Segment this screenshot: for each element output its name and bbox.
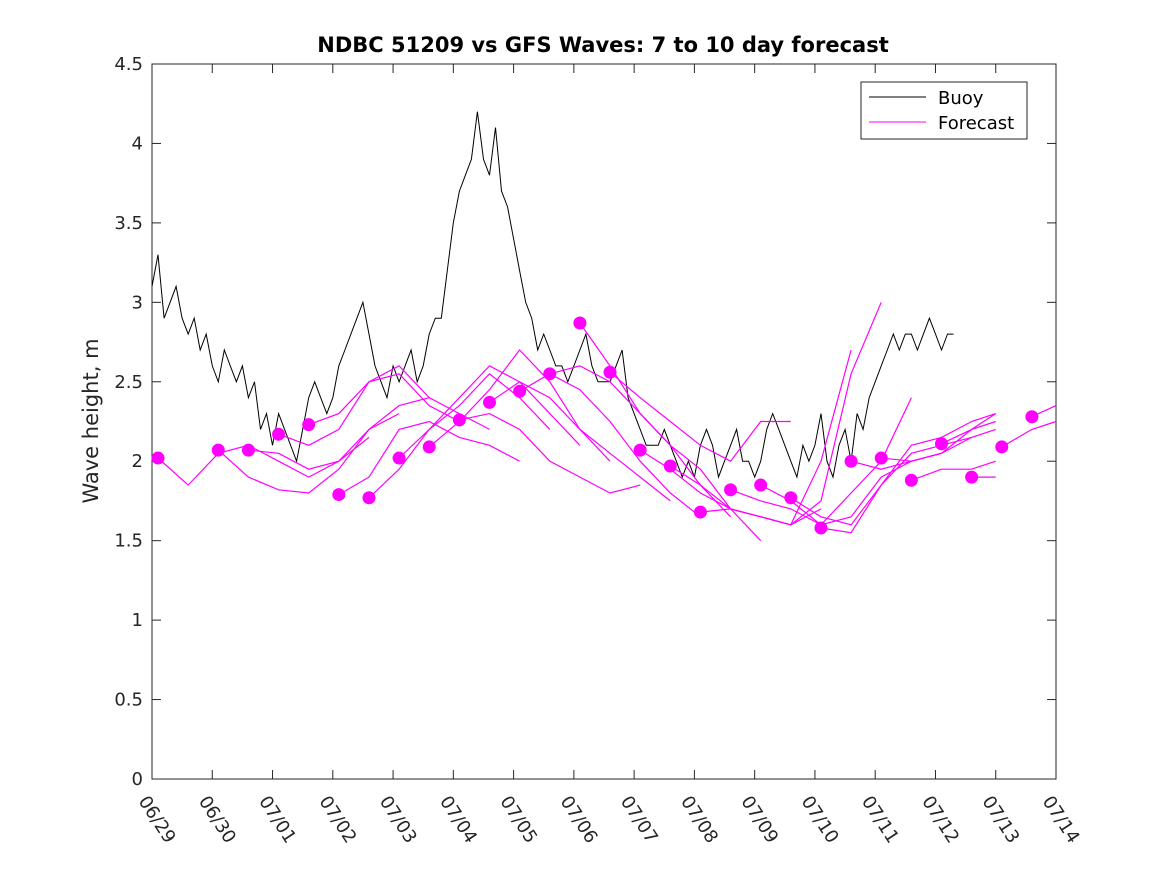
forecast-marker <box>784 491 798 505</box>
forecast-marker <box>302 418 316 432</box>
forecast-marker <box>693 505 707 519</box>
forecast-run-line <box>489 381 671 502</box>
forecast-marker <box>573 316 587 330</box>
legend-label-buoy: Buoy <box>938 88 984 109</box>
forecast-run-line <box>820 413 996 534</box>
plot-area <box>151 63 1057 780</box>
forecast-marker <box>724 483 738 497</box>
axes-frame <box>151 63 1057 780</box>
forecast-marker <box>452 413 466 427</box>
forecast-run-line <box>1001 420 1057 448</box>
forecast-marker <box>633 443 647 457</box>
y-tick-label: 2 <box>132 451 143 472</box>
forecast-marker <box>754 478 768 492</box>
y-axis-label: Wave height, m <box>79 338 103 503</box>
forecast-marker <box>874 451 888 465</box>
y-tick-label: 3 <box>132 292 143 313</box>
y-tick-label: 1 <box>132 610 143 631</box>
forecast-marker <box>1025 410 1039 424</box>
forecast-marker <box>904 473 918 487</box>
forecast-marker <box>934 437 948 451</box>
forecast-marker <box>513 384 527 398</box>
forecast-marker <box>272 427 286 441</box>
forecast-marker <box>151 451 165 465</box>
forecast-run-line <box>398 365 581 459</box>
legend-label-forecast: Forecast <box>938 113 1014 134</box>
forecast-marker <box>543 367 557 381</box>
forecast-run-line <box>248 397 430 470</box>
forecast-run-line <box>609 371 791 462</box>
forecast-marker <box>603 365 617 379</box>
forecast-run-line <box>941 420 996 445</box>
forecast-run-line <box>157 436 370 486</box>
forecast-marker <box>422 440 436 454</box>
forecast-marker <box>814 521 828 535</box>
forecast-marker <box>995 440 1009 454</box>
y-tick-label: 0 <box>132 769 143 790</box>
legend: Buoy Forecast <box>860 81 1028 140</box>
y-tick-label: 2.5 <box>114 372 143 393</box>
plot-series <box>151 111 1057 542</box>
forecast-marker <box>392 451 406 465</box>
forecast-marker <box>844 454 858 468</box>
forecast-marker <box>241 443 255 457</box>
chart-title: NDBC 51209 vs GFS Waves: 7 to 10 day for… <box>317 33 888 57</box>
forecast-marker <box>362 491 376 505</box>
forecast-run-line <box>459 412 641 494</box>
y-tick-label: 4 <box>132 133 143 154</box>
forecast-marker <box>332 488 346 502</box>
forecast-marker <box>482 395 496 409</box>
forecast-run-line <box>700 302 882 526</box>
forecast-marker <box>211 443 225 457</box>
y-axis-ticks: 0 0.5 1 1.5 2 2.5 3 3.5 4 4.5 <box>114 54 1056 790</box>
forecast-run-line <box>881 428 996 462</box>
forecast-run-line <box>911 460 996 481</box>
y-tick-label: 0.5 <box>114 690 143 711</box>
y-tick-label: 3.5 <box>114 213 143 234</box>
forecast-run-line <box>338 420 520 496</box>
y-tick-label: 4.5 <box>114 54 143 75</box>
buoy-line <box>151 111 954 479</box>
forecast-marker <box>965 470 979 484</box>
legend-box <box>860 81 1028 140</box>
forecast-marker <box>663 459 677 473</box>
y-tick-label: 1.5 <box>114 531 143 552</box>
